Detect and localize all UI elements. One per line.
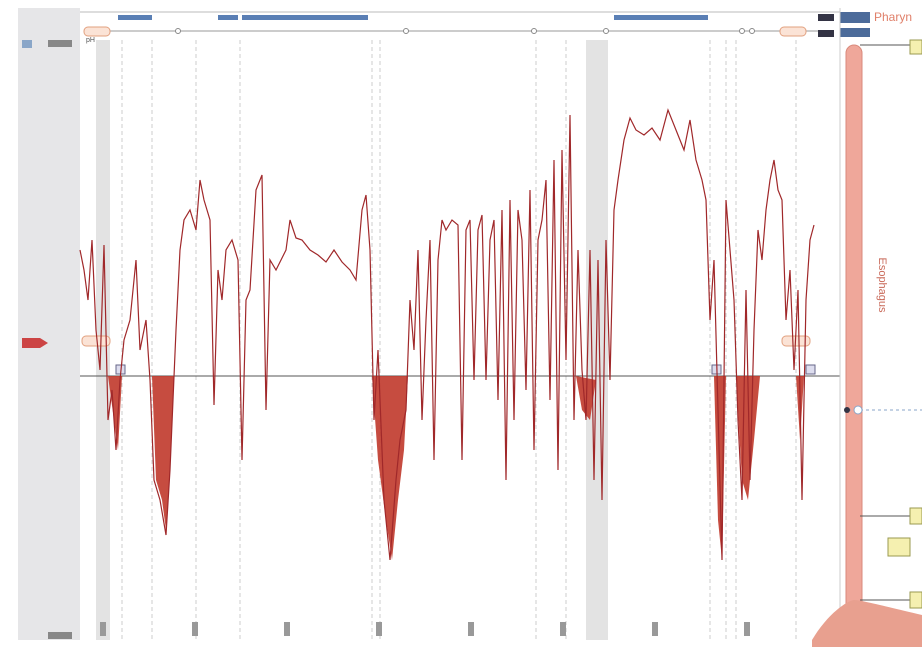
event-bar bbox=[242, 15, 368, 20]
legend-chip bbox=[818, 30, 834, 37]
event-bar bbox=[614, 15, 708, 20]
sensor-dot bbox=[844, 407, 850, 413]
sensor-ring bbox=[854, 406, 862, 414]
gutter-label bbox=[48, 40, 72, 47]
handle[interactable] bbox=[806, 365, 815, 374]
ph-monitor: pH Pharyn bbox=[0, 0, 922, 647]
legend-chip bbox=[840, 12, 870, 23]
esophagus-tube bbox=[846, 45, 862, 615]
gutter-button[interactable] bbox=[22, 40, 32, 48]
marker-pill[interactable] bbox=[780, 27, 806, 36]
legend-chip bbox=[818, 14, 834, 21]
pharynx-label: Pharyn bbox=[874, 10, 912, 24]
ph-label: pH bbox=[86, 37, 95, 44]
left-gutter bbox=[18, 8, 80, 640]
gutter-label bbox=[48, 632, 72, 639]
ph-marker[interactable] bbox=[22, 338, 40, 348]
legend-chip bbox=[840, 28, 870, 37]
event-bar bbox=[218, 15, 238, 20]
marker-pill[interactable] bbox=[84, 27, 110, 36]
event-bar bbox=[118, 15, 152, 20]
esophagus-label: Esophagus bbox=[876, 257, 888, 313]
page: pH Pharyn bbox=[0, 0, 922, 647]
